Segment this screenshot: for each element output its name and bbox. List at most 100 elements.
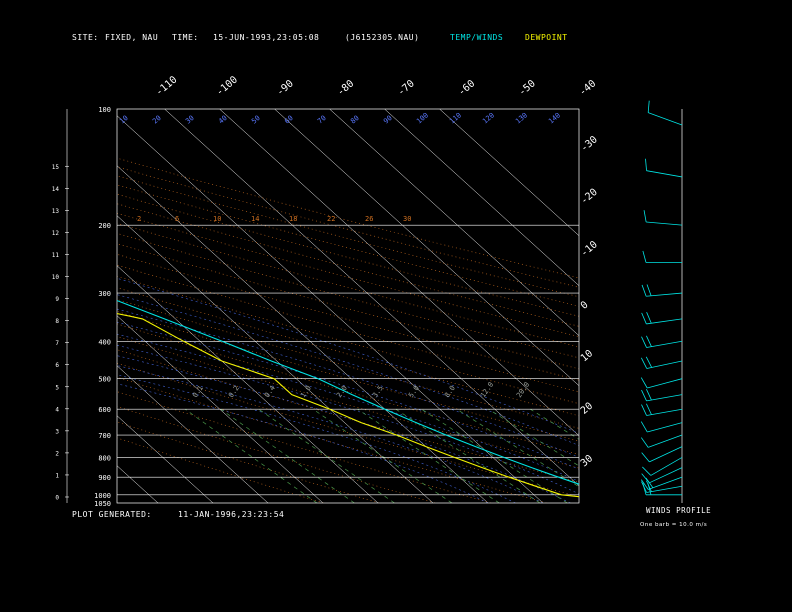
wind-barb-flag: [641, 284, 647, 297]
file-id: (J6152305.NAU): [345, 33, 420, 42]
wind-barb-flag: [646, 312, 652, 324]
wind-barb-flag: [640, 479, 649, 490]
wind-barb-flag: [641, 404, 647, 416]
dry-adiabat: [117, 233, 579, 359]
km-tick-label: 13: [52, 208, 60, 215]
dry-adiabat: [117, 299, 579, 429]
pressure-tick-label: 400: [98, 338, 111, 346]
wind-barb-flag: [641, 312, 647, 325]
mixing-ratio-line: [357, 408, 500, 503]
wind-barb-staff: [649, 446, 683, 463]
wind-barb-staff: [646, 170, 683, 178]
mixing-ratio-line: [421, 408, 568, 503]
moist-adiabat: [117, 365, 544, 503]
wind-barb: [640, 434, 683, 448]
time-label: TIME:: [172, 33, 199, 42]
legend-temp: TEMP/WINDS: [450, 33, 504, 42]
isotherm-line: [0, 109, 48, 503]
wind-barb-staff: [646, 408, 683, 416]
mixing-ratio-label: 8.0: [443, 384, 457, 399]
wind-barb: [640, 377, 683, 389]
km-tick-label: 6: [55, 362, 59, 369]
dry-adiabat: [117, 336, 579, 469]
dry-adiabat-label: 10: [213, 215, 221, 223]
dry-adiabat: [117, 311, 579, 442]
moist-adiabat: [117, 277, 579, 434]
top-temperature-label: -110: [154, 74, 180, 98]
right-temperature-label: 10: [579, 348, 595, 364]
mixing-ratio-line: [184, 408, 318, 503]
wind-barb: [640, 356, 683, 369]
wind-barb-staff: [646, 318, 683, 325]
right-temperature-label: 30: [579, 453, 595, 469]
right-temperature-label: 20: [579, 401, 595, 417]
moist-adiabat-label: 80: [349, 114, 361, 126]
site-label: SITE:: [72, 33, 99, 42]
moist-adiabat: [117, 374, 516, 503]
wind-barb-flag: [641, 473, 650, 484]
wind-barb: [647, 100, 683, 126]
temperature-profile: [117, 299, 579, 485]
pressure-tick-label: 700: [98, 432, 111, 440]
right-temperature-label: -10: [579, 239, 600, 259]
winds-note: One barb = 10.0 m/s: [640, 522, 708, 528]
pressure-tick-label: 1000: [94, 492, 111, 500]
top-temperature-label: -90: [275, 78, 296, 98]
dry-adiabat-label: 2: [137, 215, 141, 223]
km-tick-label: 14: [52, 186, 60, 193]
wind-barb-flag: [640, 357, 648, 369]
wind-barb-flag: [647, 100, 650, 113]
dry-adiabat: [117, 166, 579, 288]
wind-barb-flag: [645, 158, 647, 171]
wind-barb-flag: [643, 210, 647, 223]
wind-barb-flag: [646, 403, 652, 415]
mixing-ratio-line: [456, 408, 579, 488]
dry-adiabat: [117, 391, 491, 503]
dry-adiabat-label: 22: [327, 215, 335, 223]
dry-adiabat: [117, 406, 436, 503]
km-tick-label: 9: [55, 296, 59, 303]
km-tick-label: 4: [55, 406, 59, 413]
km-tick-label: 15: [52, 164, 60, 171]
dry-adiabat: [117, 287, 579, 417]
dry-adiabat: [117, 213, 579, 337]
wind-barb-staff: [646, 292, 683, 297]
mixing-ratio-label: 12.0: [479, 381, 495, 399]
dry-adiabat: [117, 275, 579, 404]
legend-dewpoint: DEWPOINT: [525, 33, 568, 42]
moist-adiabat-label: 50: [250, 114, 262, 126]
isotherm-line: [117, 465, 159, 503]
moist-adiabat: [117, 344, 579, 495]
wind-barb: [640, 421, 683, 433]
top-temperature-label: -60: [456, 78, 477, 98]
mixing-ratio-line: [312, 408, 453, 503]
moist-adiabat-label: 90: [382, 114, 394, 126]
right-temperature-label: 0: [579, 299, 591, 311]
dry-adiabat: [117, 264, 579, 393]
km-tick-label: 8: [55, 318, 59, 325]
wind-barb-staff: [647, 422, 683, 433]
isotherm-line: [439, 109, 579, 237]
dry-adiabat: [117, 184, 579, 307]
wind-barb: [641, 388, 683, 402]
wind-barb: [641, 403, 683, 416]
mixing-ratio-label: 0.1: [191, 384, 205, 399]
mixing-ratio-line: [258, 408, 395, 503]
wind-barb-staff: [648, 476, 683, 490]
wind-barb: [641, 284, 683, 297]
mixing-ratio-label: 0.2: [227, 384, 241, 399]
pressure-tick-label: 500: [98, 376, 111, 384]
moist-adiabat-label: 60: [283, 114, 295, 126]
wind-barb-staff: [646, 340, 683, 348]
moist-adiabat: [117, 355, 571, 503]
wind-barb: [641, 335, 683, 348]
wind-barb-staff: [648, 112, 683, 126]
site-value: FIXED, NAU: [105, 33, 159, 42]
moist-adiabat-label: 40: [217, 114, 229, 126]
wind-barb-flag: [645, 356, 653, 368]
wind-barb: [641, 312, 683, 325]
dry-adiabat-label: 18: [289, 215, 297, 223]
dry-adiabat: [117, 437, 324, 503]
wind-barb: [642, 250, 682, 263]
